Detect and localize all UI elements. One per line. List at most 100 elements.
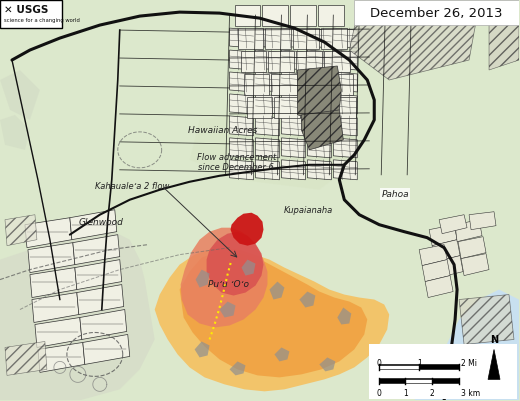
Polygon shape (241, 51, 266, 72)
Polygon shape (425, 275, 453, 298)
Polygon shape (5, 215, 37, 246)
Polygon shape (154, 248, 389, 391)
Polygon shape (281, 160, 305, 180)
Polygon shape (229, 72, 253, 92)
Polygon shape (300, 74, 326, 95)
Polygon shape (271, 74, 297, 95)
Text: 2 Mi: 2 Mi (461, 359, 477, 369)
Polygon shape (429, 225, 457, 246)
Polygon shape (75, 259, 122, 290)
Polygon shape (180, 228, 267, 328)
Polygon shape (70, 210, 117, 240)
FancyBboxPatch shape (369, 344, 517, 399)
Polygon shape (321, 28, 347, 49)
Polygon shape (330, 97, 356, 118)
Text: 1: 1 (403, 389, 408, 398)
Polygon shape (196, 269, 210, 288)
Polygon shape (179, 252, 367, 377)
Polygon shape (206, 232, 264, 296)
Polygon shape (275, 347, 290, 361)
Polygon shape (194, 342, 210, 357)
Polygon shape (333, 50, 357, 70)
Polygon shape (269, 282, 284, 300)
Polygon shape (0, 230, 154, 400)
Polygon shape (73, 235, 120, 265)
Text: Glenwood: Glenwood (79, 218, 124, 227)
Polygon shape (281, 28, 305, 48)
Text: science for a changing world: science for a changing world (4, 18, 80, 22)
Polygon shape (307, 138, 331, 158)
Text: 3 km: 3 km (461, 389, 480, 398)
Text: Flow advancement
since December 6: Flow advancement since December 6 (197, 152, 276, 172)
Text: Pahoa: Pahoa (382, 190, 409, 199)
Polygon shape (241, 259, 255, 275)
Polygon shape (266, 28, 291, 49)
Polygon shape (255, 160, 279, 180)
Polygon shape (307, 50, 331, 70)
Polygon shape (435, 255, 463, 277)
Polygon shape (229, 160, 253, 180)
Polygon shape (469, 212, 496, 230)
Polygon shape (307, 72, 331, 92)
Polygon shape (268, 51, 294, 72)
Polygon shape (230, 213, 264, 246)
Polygon shape (229, 50, 253, 70)
Polygon shape (255, 138, 279, 158)
Polygon shape (328, 74, 353, 95)
Polygon shape (255, 72, 279, 92)
Polygon shape (246, 97, 272, 118)
Polygon shape (25, 218, 72, 248)
Polygon shape (263, 5, 289, 26)
Polygon shape (307, 160, 331, 180)
Polygon shape (255, 116, 279, 136)
Polygon shape (28, 243, 75, 273)
Polygon shape (229, 138, 253, 158)
Text: 0: 0 (377, 389, 382, 398)
Polygon shape (35, 318, 82, 347)
Polygon shape (324, 51, 350, 72)
Polygon shape (281, 116, 305, 136)
Polygon shape (83, 334, 129, 365)
Text: December 26, 2013: December 26, 2013 (370, 6, 502, 20)
Polygon shape (349, 5, 479, 80)
Polygon shape (333, 72, 357, 92)
Text: Kupaianaha: Kupaianaha (284, 206, 333, 215)
Polygon shape (488, 349, 500, 379)
Polygon shape (30, 267, 77, 298)
Text: 1: 1 (417, 359, 422, 369)
Polygon shape (235, 5, 261, 26)
Polygon shape (290, 5, 316, 26)
Polygon shape (419, 245, 447, 265)
Polygon shape (296, 51, 322, 72)
Text: Hawaiian Acres: Hawaiian Acres (188, 126, 258, 135)
Polygon shape (337, 308, 352, 324)
Text: Kahaualeʻa 2 flow: Kahaualeʻa 2 flow (95, 182, 170, 191)
Polygon shape (229, 116, 253, 136)
Polygon shape (0, 115, 30, 150)
Polygon shape (302, 110, 343, 150)
Polygon shape (275, 97, 301, 118)
Polygon shape (333, 138, 357, 158)
Polygon shape (307, 94, 331, 114)
Polygon shape (281, 94, 305, 114)
Polygon shape (293, 28, 319, 49)
Polygon shape (281, 72, 305, 92)
Polygon shape (319, 357, 335, 371)
Polygon shape (219, 302, 236, 318)
Polygon shape (458, 237, 486, 259)
Polygon shape (422, 259, 450, 282)
Polygon shape (333, 160, 357, 180)
Polygon shape (281, 138, 305, 158)
Polygon shape (190, 110, 359, 190)
Polygon shape (255, 94, 279, 114)
Polygon shape (297, 66, 341, 120)
Polygon shape (333, 28, 357, 48)
Polygon shape (461, 253, 489, 275)
Polygon shape (5, 342, 47, 375)
Polygon shape (243, 74, 269, 95)
FancyBboxPatch shape (354, 0, 519, 25)
Polygon shape (38, 342, 85, 373)
Polygon shape (489, 5, 519, 70)
Polygon shape (229, 94, 253, 114)
Polygon shape (300, 292, 315, 308)
